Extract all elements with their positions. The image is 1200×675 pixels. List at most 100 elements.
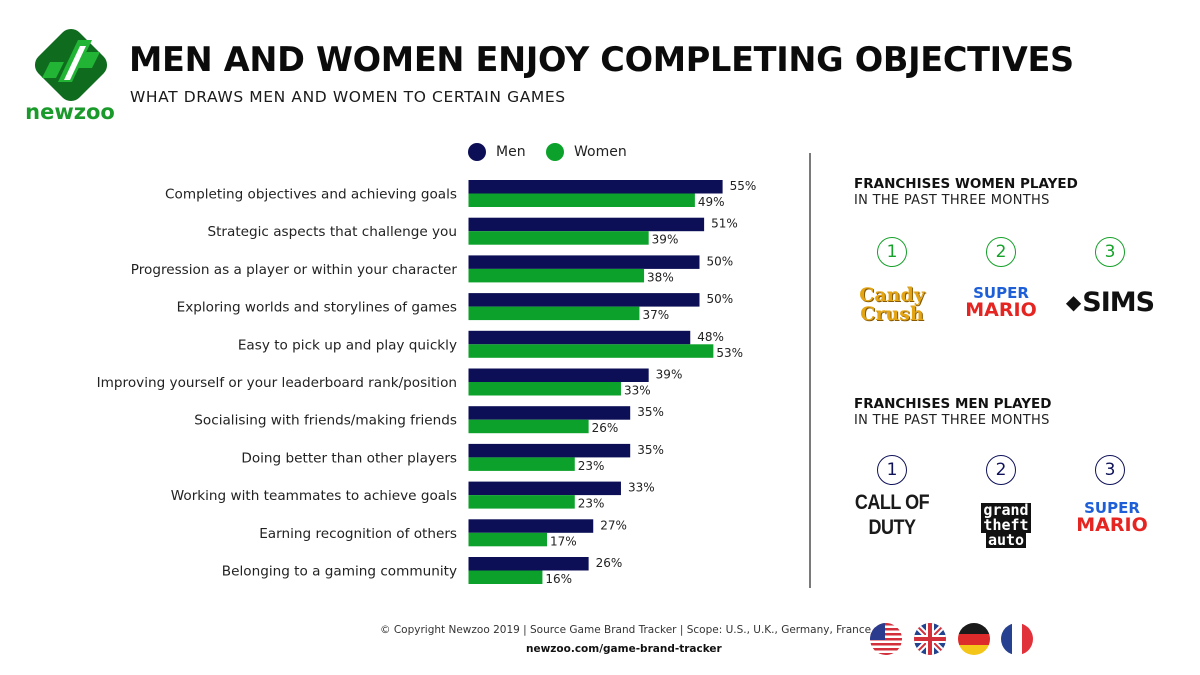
bar-men [468, 368, 649, 382]
women-rank-2-badge: 2 [986, 237, 1016, 267]
copyright-text: © Copyright Newzoo 2019 | Source Game Br… [380, 624, 872, 636]
men-panel-subheading: IN THE PAST THREE MONTHS [854, 413, 1050, 428]
value-label-men: 35% [637, 405, 664, 419]
bar-women [468, 382, 621, 396]
value-label-men: 26% [596, 556, 623, 570]
super-mario-logo-line1: SUPER [973, 284, 1029, 302]
bar-men [468, 481, 621, 496]
category-label: Exploring worlds and storylines of games [177, 300, 457, 316]
gta-logo-icon: grand theft auto [956, 497, 1056, 553]
super-mario-logo-icon-men: SUPER MARIO [1062, 487, 1162, 547]
candy-crush-logo-line1: Candy [859, 284, 925, 306]
bar-women [468, 495, 575, 509]
bar-group: Progression as a player or within your c… [131, 254, 733, 284]
plumbob-icon: ◆ [1065, 290, 1081, 314]
value-label-women: 38% [647, 270, 674, 284]
uk-flag-icon [914, 623, 946, 655]
super-mario-logo-line2: MARIO [965, 299, 1037, 321]
women-rank-1-badge: 1 [877, 237, 907, 267]
men-panel-heading: FRANCHISES MEN PLAYED [854, 396, 1052, 412]
category-label: Progression as a player or within your c… [131, 262, 458, 278]
bar-group: Working with teammates to achieve goals 3… [171, 481, 655, 511]
value-label-women: 49% [698, 195, 725, 209]
value-label-men: 55% [730, 179, 757, 193]
bar-men [468, 406, 631, 420]
value-label-men: 50% [707, 254, 734, 268]
bar-women [468, 193, 695, 207]
value-label-men: 50% [707, 292, 734, 306]
us-flag-icon [870, 623, 902, 655]
value-label-women: 23% [578, 497, 605, 511]
bar-women [468, 344, 714, 358]
gta-logo-line2: theft [981, 515, 1031, 534]
bar-group: Belonging to a gaming community 26% 16% [222, 556, 622, 586]
bar-group: Socialising with friends/making friends 3… [194, 405, 664, 435]
super-mario-men-logo-line1: SUPER [1084, 499, 1140, 517]
category-label: Improving yourself or your leaderboard r… [97, 375, 457, 391]
bar-men [468, 293, 700, 307]
candy-crush-logo-icon: Candy Crush [842, 275, 942, 335]
bar-group: Exploring worlds and storylines of games… [177, 292, 734, 322]
men-rank-3-badge: 3 [1095, 455, 1125, 485]
bar-men [468, 443, 631, 458]
bar-group: Strategic aspects that challenge you 51% 3… [207, 217, 737, 247]
legend-label-women: Women [574, 144, 627, 160]
super-mario-men-logo-line2: MARIO [1076, 514, 1148, 536]
the-sims-logo-icon: ◆ SIMS [1060, 272, 1160, 332]
legend-item-women: Women [546, 143, 627, 161]
france-flag-icon [1001, 623, 1033, 655]
bar-women [468, 231, 649, 245]
value-label-women: 16% [545, 572, 572, 586]
gta-logo-line1: grand [981, 500, 1031, 519]
legend-item-men: Men [468, 143, 526, 161]
bar-women [468, 532, 548, 547]
value-label-men: 27% [600, 518, 627, 532]
bar-chart: Completing objectives and achieving goal… [97, 179, 757, 586]
super-mario-logo-icon: SUPER MARIO [951, 272, 1051, 332]
women-panel-heading: FRANCHISES WOMEN PLAYED [854, 176, 1078, 192]
category-label: Earning recognition of others [259, 526, 457, 542]
bar-women [468, 419, 589, 434]
bar-men [468, 519, 594, 533]
bar-group: Doing better than other players 35% 23% [241, 443, 663, 473]
category-label: Belonging to a gaming community [222, 564, 457, 580]
category-label: Strategic aspects that challenge you [207, 224, 457, 240]
value-label-men: 48% [697, 330, 724, 344]
men-rank-1-badge: 1 [877, 455, 907, 485]
section-divider [809, 153, 811, 588]
category-label: Socialising with friends/making friends [194, 413, 457, 429]
bar-group: Improving yourself or your leaderboard r… [97, 368, 683, 398]
bar-group: Completing objectives and achieving goal… [165, 179, 756, 209]
value-label-women: 37% [642, 308, 669, 322]
call-of-duty-logo-icon: CALL OF DUTY [854, 489, 930, 539]
category-label: Completing objectives and achieving goal… [165, 187, 457, 203]
bar-men [468, 557, 589, 571]
source-url-link[interactable]: newzoo.com/game-brand-tracker [526, 643, 722, 655]
value-label-men: 33% [628, 481, 655, 495]
germany-flag-icon [958, 623, 990, 655]
bar-men [468, 255, 700, 269]
legend-label-men: Men [496, 144, 526, 160]
value-label-men: 35% [637, 443, 664, 457]
category-label: Easy to pick up and play quickly [238, 337, 457, 353]
candy-crush-logo-line2: Crush [860, 303, 924, 325]
women-rank-3-badge: 3 [1095, 237, 1125, 267]
bar-women [468, 570, 543, 584]
gta-logo-line3: auto [985, 530, 1027, 549]
bar-group: Easy to pick up and play quickly 48% 53% [238, 330, 743, 360]
value-label-women: 53% [716, 346, 743, 360]
legend-swatch-women [546, 143, 564, 161]
men-rank-2-badge: 2 [986, 455, 1016, 485]
bar-men [468, 217, 705, 232]
value-label-men: 39% [656, 368, 683, 382]
bar-women [468, 457, 575, 471]
bar-men [468, 330, 691, 345]
category-label: Working with teammates to achieve goals [171, 488, 457, 504]
bar-group: Earning recognition of others 27% 17% [259, 518, 627, 548]
value-label-women: 23% [578, 459, 605, 473]
value-label-women: 39% [652, 233, 679, 247]
value-label-men: 51% [711, 217, 738, 231]
value-label-women: 17% [550, 534, 577, 548]
bar-women [468, 306, 640, 321]
newzoo-logo-icon [34, 28, 108, 102]
